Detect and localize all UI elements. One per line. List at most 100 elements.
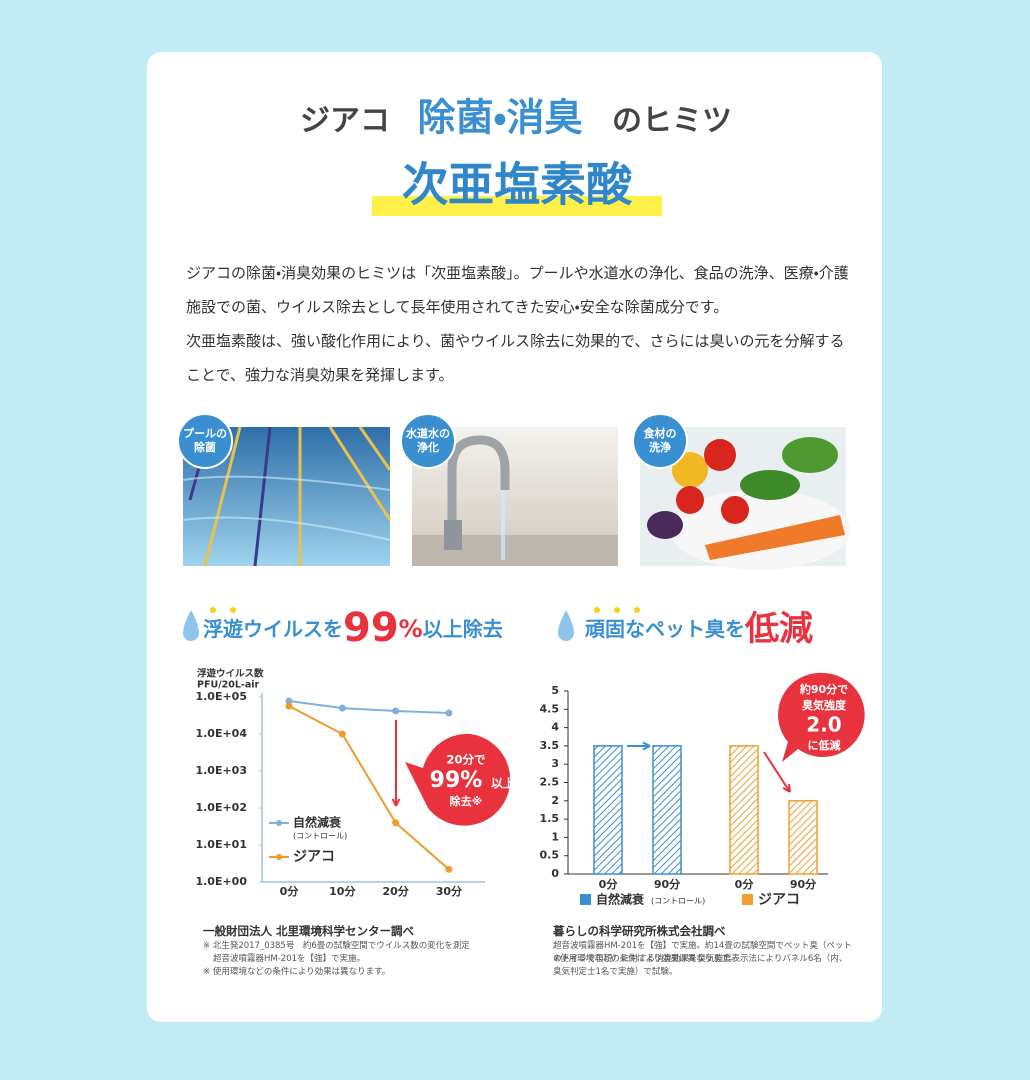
- highlight: [372, 196, 662, 216]
- x-tick-label: 0分: [599, 877, 619, 891]
- annotation-text: 臭気強度: [801, 698, 847, 712]
- drop-icon: [183, 610, 199, 641]
- heading-part: 99: [343, 605, 399, 651]
- point: [445, 865, 453, 873]
- y-tick-label: 1.5: [540, 812, 560, 825]
- annotation-text: 約90分で: [799, 682, 848, 696]
- point: [392, 707, 400, 715]
- x-tick-label: 10分: [329, 884, 356, 898]
- bar: [788, 800, 818, 875]
- legend-swatch: [580, 894, 591, 905]
- subtitle: 次亜塩素酸: [402, 158, 633, 212]
- y-tick-label: 3.5: [540, 739, 560, 752]
- arrow-head: [391, 798, 401, 807]
- chart-heading: 頑固なペット臭を低減: [584, 609, 813, 649]
- line: [288, 700, 449, 714]
- arrow-head: [642, 741, 651, 751]
- point: [285, 697, 293, 705]
- bar: [652, 745, 682, 875]
- y-tick-label: 1.0E+03: [195, 764, 247, 777]
- title-highlight: 除菌・消臭: [418, 96, 583, 140]
- y-tick-label: 1: [551, 830, 559, 843]
- y-axis-title: PFU/20L-air: [197, 680, 260, 691]
- badge: [400, 413, 456, 469]
- emphasis-dots: [210, 607, 640, 613]
- badge-label: 浄化: [417, 440, 439, 454]
- legend-label: ジアコ: [758, 892, 800, 908]
- y-axis-title: 浮遊ウイルス数: [197, 668, 264, 680]
- footnote: 超音波噴霧器HM-201を【強】で実施。: [213, 954, 366, 964]
- x-tick-label: 0分: [735, 877, 755, 891]
- footnote: ※ 使用環境などの条件により効果は異なります。: [203, 967, 391, 977]
- y-tick-label: 5: [551, 684, 559, 697]
- annotation-text: に低減: [808, 738, 841, 752]
- annotation-text: 以上: [491, 776, 515, 791]
- y-tick-label: 3: [551, 757, 559, 770]
- footnote: 超音波噴霧器HM-201を【強】で実施。約14畳の試験空間でペット臭（ペットのト…: [553, 941, 852, 977]
- heading-part: 浮遊ウイルスを: [203, 617, 343, 641]
- chart-heading: 浮遊ウイルスを99%以上除去: [203, 605, 503, 651]
- x-tick-label: 90分: [654, 877, 681, 891]
- arrow: [763, 751, 791, 793]
- y-tick-label: 2: [551, 794, 559, 807]
- y-tick-label: 1.0E+05: [195, 690, 247, 703]
- annotation-text: 除去※: [450, 794, 483, 808]
- badge: [632, 413, 688, 469]
- source: 暮らしの科学研究所株式会社調べ: [553, 924, 726, 938]
- legend-label: 自然減衰: [293, 815, 342, 830]
- legend-dot: [276, 854, 282, 860]
- heading-part: %: [399, 615, 423, 643]
- badge: [177, 413, 233, 469]
- bar: [593, 745, 623, 875]
- badge-label: 食材の: [644, 426, 677, 440]
- x-tick-label: 20分: [382, 884, 409, 898]
- y-tick-label: 0: [551, 867, 559, 880]
- intro-text: ジアコの除菌・消臭効果のヒミツは「次亜塩素酸」。プールや水道水の浄化、食品の洗浄…: [186, 264, 849, 316]
- legend-note: (コントロール): [651, 897, 705, 906]
- annotation-text: 2.0: [806, 713, 841, 737]
- badge-label: 洗浄: [649, 440, 671, 454]
- y-tick-label: 4: [551, 721, 559, 734]
- y-tick-label: 4.5: [540, 702, 560, 715]
- x-tick-label: 0分: [280, 884, 300, 898]
- title: ジアコ: [300, 104, 390, 139]
- y-tick-label: 1.0E+01: [195, 838, 247, 851]
- badge-label: 除菌: [194, 440, 216, 454]
- heading-part: 低減: [744, 609, 813, 649]
- arrow-head: [782, 783, 791, 793]
- annotation-text: 20分で: [446, 753, 485, 767]
- annotation-bubble: [405, 733, 511, 826]
- drop-icon: [558, 610, 574, 641]
- footnote: ※使用環境などの条件により効果は異なります。: [553, 954, 738, 964]
- legend-label: 自然減衰: [596, 892, 645, 907]
- legend-note: (コントロール): [293, 832, 347, 841]
- legend-label: ジアコ: [293, 849, 335, 865]
- point: [445, 709, 453, 717]
- source: 一般財団法人 北里環境科学センター調べ: [203, 924, 415, 938]
- title: のヒミツ: [612, 104, 732, 139]
- line: [288, 705, 450, 871]
- y-tick-label: 1.0E+04: [195, 727, 247, 740]
- bar: [729, 745, 759, 875]
- point: [338, 704, 346, 712]
- legend-dot: [276, 820, 282, 826]
- point: [392, 819, 400, 827]
- y-tick-label: 1.0E+02: [195, 801, 247, 814]
- footnote: ※ 北生発2017_0385号 約6畳の試験空間でウイルス数の変化を測定: [203, 941, 470, 951]
- x-tick-label: 30分: [436, 884, 463, 898]
- heading-part: 以上除去: [423, 617, 503, 641]
- legend-swatch: [742, 894, 753, 905]
- y-tick-label: 0.5: [540, 849, 560, 862]
- annotation-text: 99%: [430, 768, 483, 793]
- y-tick-label: 1.0E+00: [195, 875, 247, 888]
- photo-vegetables: [640, 427, 850, 570]
- point: [285, 702, 293, 710]
- badge-label: 水道水の: [405, 426, 450, 440]
- badge-label: プールの: [183, 426, 227, 440]
- y-tick-label: 2.5: [540, 776, 560, 789]
- x-tick-label: 90分: [790, 877, 817, 891]
- intro-text: 次亜塩素酸は、強い酸化作用により、菌やウイルス除去に効果的で、さらには臭いの元を…: [186, 332, 845, 384]
- annotation-bubble: [778, 672, 865, 762]
